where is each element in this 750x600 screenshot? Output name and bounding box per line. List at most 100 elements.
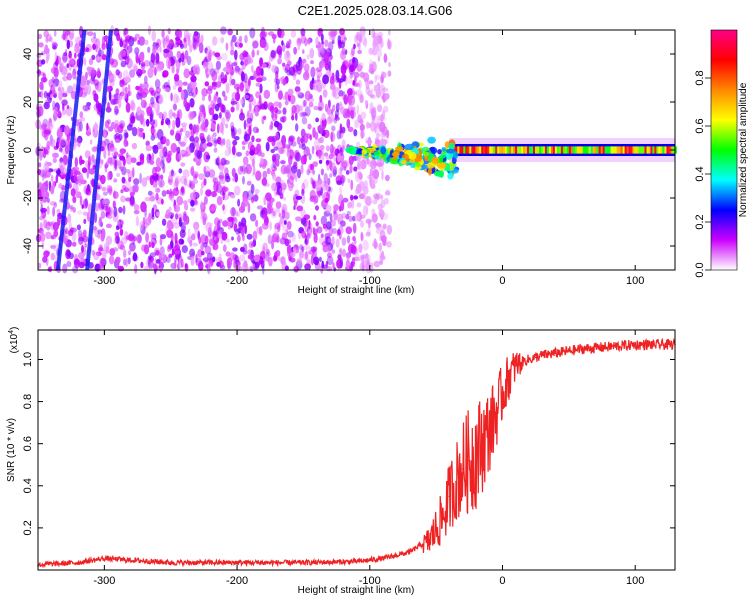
spectrogram-cell <box>52 89 56 95</box>
spectrogram-cell <box>211 81 217 87</box>
spectrogram-cell <box>329 75 335 86</box>
spectrogram-cell <box>45 55 49 64</box>
spectrogram-cell <box>123 129 128 140</box>
spectrogram-cell <box>304 69 310 78</box>
spectrogram-cell <box>296 205 304 212</box>
spectrogram-cell <box>187 236 193 244</box>
spectrogram-cell <box>341 126 346 134</box>
spectrogram-cell <box>174 177 179 187</box>
spectrogram-cell <box>175 151 181 162</box>
spectrogram-cell <box>331 249 336 254</box>
spectrogram-cell <box>69 204 74 210</box>
spectrogram-cell <box>105 205 111 216</box>
spectrogram-cell <box>279 237 287 245</box>
spectrogram-cell <box>212 132 217 138</box>
spectrogram-cell <box>274 207 281 213</box>
spectrogram-cell <box>337 228 341 236</box>
spectrogram-cell <box>261 63 267 68</box>
spectrogram-cell <box>332 262 335 269</box>
spectrogram-cell <box>135 215 140 227</box>
spectrogram-tone-cell <box>652 146 655 154</box>
spectrogram-cell <box>197 249 203 261</box>
spectrogram-cell <box>143 81 149 90</box>
spectrogram-cell <box>164 87 170 93</box>
spectrogram-cell <box>192 64 197 74</box>
spectrogram-cell <box>351 155 355 163</box>
spectrogram-cell <box>130 101 136 112</box>
spectrogram-cell <box>125 102 131 113</box>
spectrogram-cell <box>70 188 76 197</box>
spectrogram-cell <box>154 187 161 193</box>
spectrogram-cell <box>326 145 330 152</box>
spectrogram-cell <box>114 159 118 170</box>
spectrogram-cell <box>142 216 146 226</box>
spectrogram-cell <box>96 67 101 79</box>
spectrogram-cell <box>195 124 200 133</box>
spectrogram-cell <box>222 204 225 211</box>
spectrogram-cell <box>175 38 182 46</box>
spectrogram-cell <box>247 93 254 103</box>
spectrogram-cell <box>345 170 350 175</box>
spectrogram-cell <box>323 129 330 139</box>
spectrogram-cell <box>114 105 119 116</box>
spectrogram-cell <box>205 189 212 197</box>
spectrogram-cell <box>312 169 315 175</box>
spectrogram-cell <box>184 202 189 211</box>
spectrogram-tone-cell <box>582 146 586 154</box>
spectrogram-cell <box>303 63 310 73</box>
spectrogram-cell <box>199 105 205 113</box>
spectrogram-cell <box>355 257 362 262</box>
spectrogram-cell <box>106 85 112 93</box>
spectrogram-cell <box>308 229 312 240</box>
spectrogram-y-tick-label: 40 <box>22 48 34 60</box>
spectrogram-cell <box>271 239 275 250</box>
spectrogram-cell <box>190 255 195 266</box>
spectrogram-cell <box>95 100 100 109</box>
spectrogram-cell <box>256 49 260 56</box>
spectrogram-cell <box>98 244 104 252</box>
snr-x-tick-label: -100 <box>359 575 381 587</box>
spectrogram-cell <box>256 128 259 133</box>
spectrogram-cell <box>204 68 208 74</box>
spectrogram-cell <box>72 83 77 91</box>
spectrogram-cell <box>323 173 328 184</box>
spectrogram-cell <box>38 106 44 117</box>
spectrogram-cell <box>159 237 163 246</box>
spectrogram-tone-cell <box>473 146 476 154</box>
spectrogram-cell <box>242 156 249 166</box>
spectrogram-tone-cell <box>495 146 498 154</box>
spectrogram-cell <box>278 90 283 100</box>
spectrogram-cell <box>42 118 49 128</box>
spectrogram-cell <box>140 61 146 67</box>
spectrogram-cell <box>312 181 316 189</box>
spectrogram-cell <box>366 260 370 265</box>
spectrogram-cell <box>45 231 52 240</box>
spectrogram-cell <box>167 43 174 50</box>
spectrogram-cell <box>57 110 61 118</box>
spectrogram-cell <box>372 161 378 167</box>
spectrogram-cell <box>294 86 301 93</box>
spectrogram-tone-cell <box>628 146 632 154</box>
spectrogram-cell <box>175 68 180 75</box>
spectrogram-cell <box>218 175 224 180</box>
spectrogram-x-tick-label: -100 <box>359 275 381 287</box>
spectrogram-cell <box>53 78 60 87</box>
spectrogram-cell <box>346 235 351 244</box>
spectrogram-cell <box>274 222 281 230</box>
spectrogram-cell <box>174 232 178 244</box>
spectrogram-cell <box>221 52 228 61</box>
spectrogram-cell <box>170 195 174 202</box>
spectrogram-cell <box>173 204 181 213</box>
spectrogram-tone-cell <box>541 146 544 154</box>
spectrogram-cell <box>184 50 189 60</box>
spectrogram-cell <box>302 71 310 81</box>
spectrogram-cell <box>52 221 60 231</box>
spectrogram-cell <box>202 118 209 128</box>
spectrogram-cell <box>427 167 432 176</box>
spectrogram-cell <box>50 252 55 261</box>
spectrogram-cell <box>289 95 296 105</box>
spectrogram-cell <box>323 152 329 157</box>
spectrogram-tone-cell <box>624 146 628 154</box>
spectrogram-cell <box>248 102 252 112</box>
spectrogram-cell <box>111 73 116 83</box>
